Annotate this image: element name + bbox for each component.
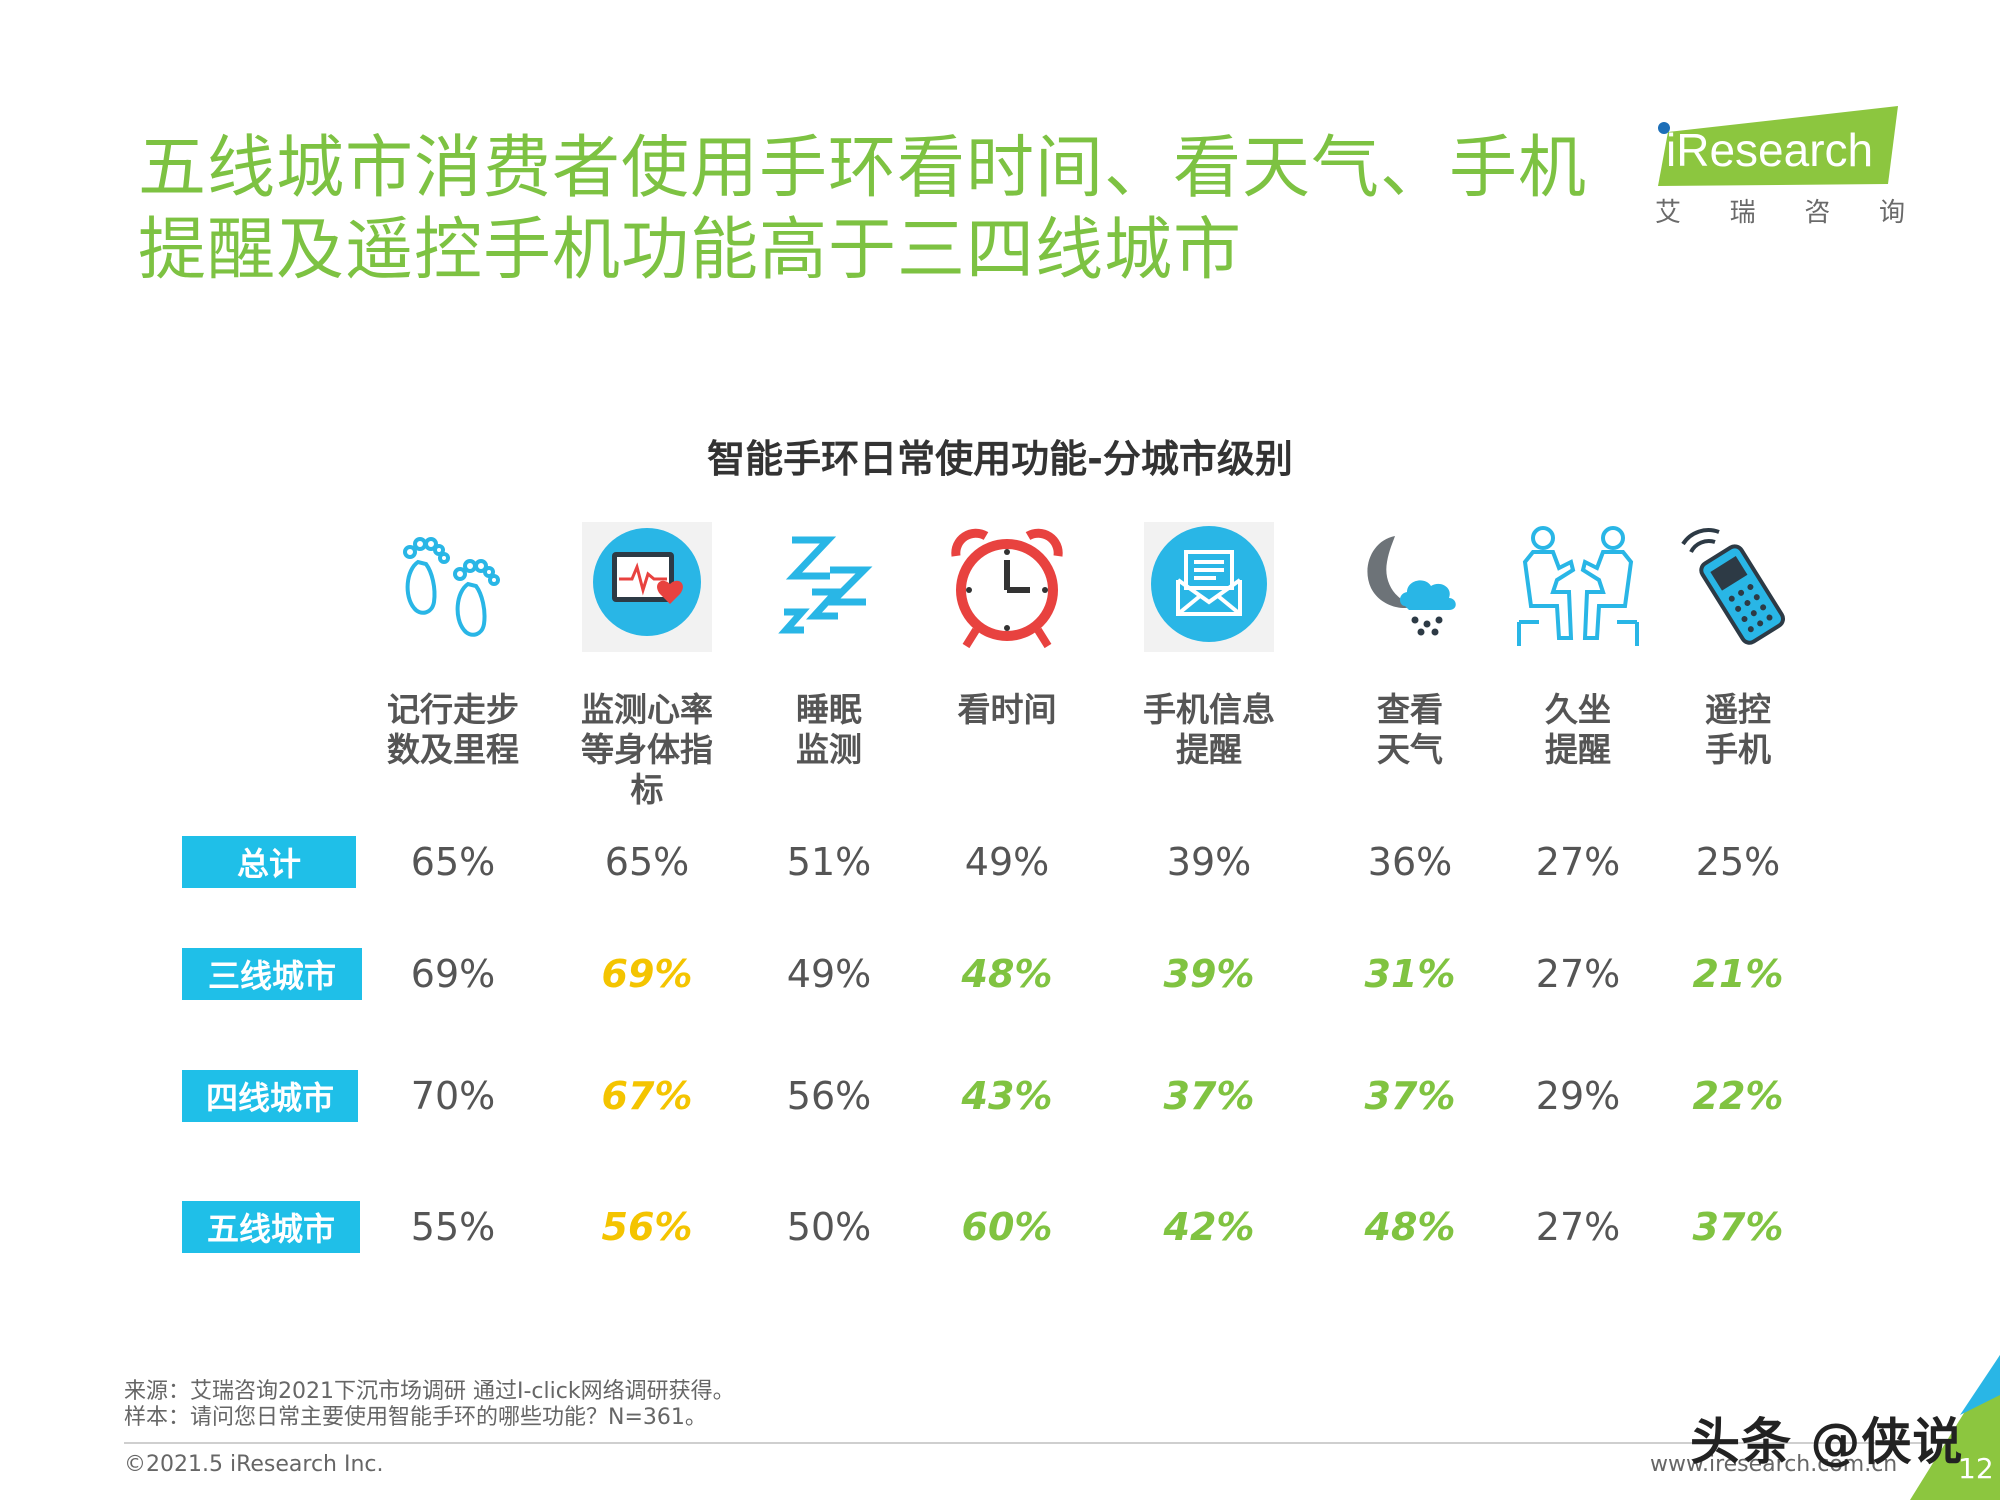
column-label: 记行走步 数及里程 [387,690,519,769]
row-label: 五线城市 [182,1201,360,1253]
copyright: ©2021.5 iResearch Inc. [124,1452,384,1477]
iresearch-logo: iResearch [1658,106,1898,186]
table-cell: 67% [601,1074,693,1118]
table-cell: 48% [961,952,1053,996]
table-cell: 51% [786,840,872,884]
table-cell: 55% [410,1205,496,1249]
column-label: 久坐 提醒 [1545,690,1611,769]
table-cell: 43% [961,1074,1053,1118]
logo-subtitle: 艾 瑞 咨 询 [1655,192,1905,229]
column-sitting: 久坐 提醒 [1488,522,1668,822]
table-cell: 36% [1367,840,1453,884]
table-cell: 65% [410,840,496,884]
column-label: 睡眠 监测 [796,690,862,769]
table-cell: 37% [1364,1074,1456,1118]
table-cell: 70% [410,1074,496,1118]
footer-divider [124,1442,1924,1444]
column-steps: 记行走步 数及里程 [363,522,543,822]
alarm-clock-icon [951,528,1063,649]
table-cell: 49% [786,952,872,996]
table-cell: 29% [1535,1074,1621,1118]
column-time: 看时间 [917,522,1097,822]
heart-rate-monitor-icon [582,522,712,652]
website: www.iresearch.com.cn [1650,1452,1898,1477]
table-cell: 42% [1163,1205,1255,1249]
table-cell: 27% [1535,1205,1621,1249]
table-cell: 49% [964,840,1050,884]
row-label: 四线城市 [182,1070,358,1122]
row-label: 总计 [182,836,356,888]
source-note: 来源：艾瑞咨询2021下沉市场调研 通过I-click网络调研获得。 [124,1379,735,1404]
column-label: 看时间 [957,690,1057,729]
column-remote: 遥控 手机 [1648,522,1828,822]
table-cell: 39% [1166,840,1252,884]
logo-char: 咨 [1804,198,1831,228]
chart-title: 智能手环日常使用功能-分城市级别 [707,437,1293,481]
table-cell: 31% [1364,952,1456,996]
page-title: 五线城市消费者使用手环看时间、看天气、手机提醒及遥控手机功能高于三四线城市 [138,129,1588,290]
logo-char: 询 [1878,198,1905,228]
table-cell: 37% [1692,1205,1784,1249]
column-label: 监测心率 等身体指 标 [581,690,713,809]
corner-decoration [1910,1355,2000,1500]
table-cell: 25% [1695,840,1781,884]
column-sleep: 睡眠 监测 [739,522,919,822]
logo-char: 艾 [1655,198,1682,228]
table-cell: 48% [1364,1205,1456,1249]
sample-note: 样本：请问您日常主要使用智能手环的哪些功能？N=361。 [124,1405,707,1430]
column-message: 手机信息 提醒 [1119,522,1299,822]
table-cell: 27% [1535,840,1621,884]
table-cell: 69% [601,952,693,996]
table-cell: 65% [604,840,690,884]
sleep-zzz-icon [778,536,873,634]
watermark: 头条 @侠说 [1690,1413,1964,1471]
page-number: 12 [1958,1452,1994,1485]
weather-moon-cloud-icon [1367,536,1456,636]
table-cell: 50% [786,1205,872,1249]
table-cell: 37% [1163,1074,1255,1118]
column-weather: 查看 天气 [1320,522,1500,822]
table-cell: 39% [1163,952,1255,996]
table-cell: 69% [410,952,496,996]
column-label: 遥控 手机 [1705,690,1771,769]
table-cell: 22% [1692,1074,1784,1118]
table-cell: 27% [1535,952,1621,996]
table-cell: 21% [1692,952,1784,996]
logo-char: 瑞 [1729,198,1756,228]
remote-phone-icon [1681,528,1786,645]
column-label: 查看 天气 [1377,690,1443,769]
column-heart-rate: 监测心率 等身体指 标 [557,522,737,822]
message-envelope-icon [1144,522,1274,652]
table-cell: 56% [786,1074,872,1118]
footprints-icon [403,537,500,637]
row-label: 三线城市 [182,948,362,1000]
column-label: 手机信息 提醒 [1143,690,1275,769]
table-cell: 56% [601,1205,693,1249]
svg-text:iResearch: iResearch [1666,124,1873,176]
sitting-people-icon [1517,526,1639,646]
table-cell: 60% [961,1205,1053,1249]
